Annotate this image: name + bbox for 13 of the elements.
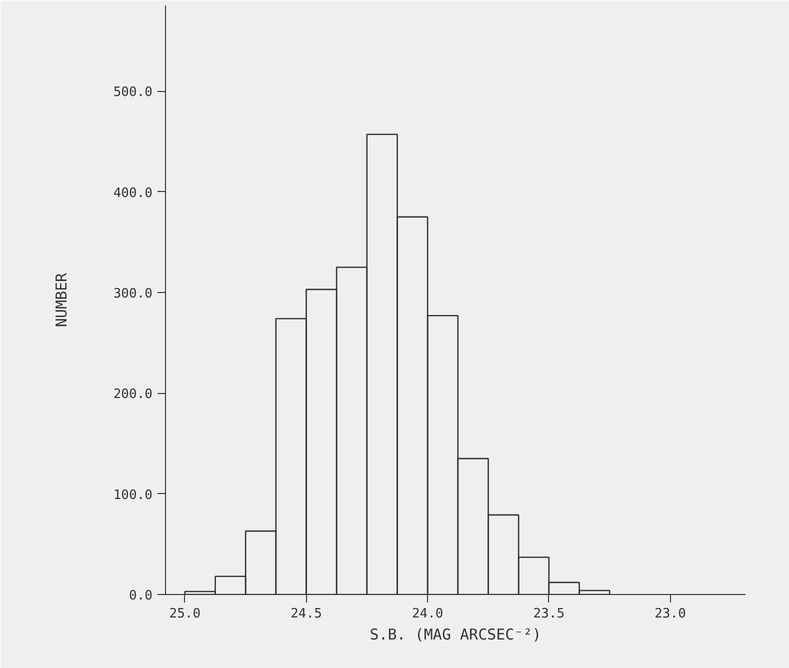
- x-tick-label: 25.0: [169, 606, 201, 622]
- y-tick-label: 0.0: [129, 588, 153, 604]
- y-tick-label: 500.0: [113, 85, 153, 100]
- y-axis-title: NUMBER: [52, 272, 70, 328]
- x-tick-label: 23.0: [654, 606, 686, 622]
- y-tick-label: 400.0: [113, 186, 153, 201]
- y-tick-label: 100.0: [113, 488, 153, 503]
- x-tick-label: 24.5: [290, 606, 322, 622]
- y-tick-label: 200.0: [113, 387, 153, 402]
- x-tick-label: 24.0: [412, 606, 444, 622]
- y-tick-label: 300.0: [113, 286, 153, 302]
- x-axis-title: S.B. (MAG ARCSEC⁻²): [370, 626, 542, 644]
- x-tick-label: 23.5: [533, 606, 565, 622]
